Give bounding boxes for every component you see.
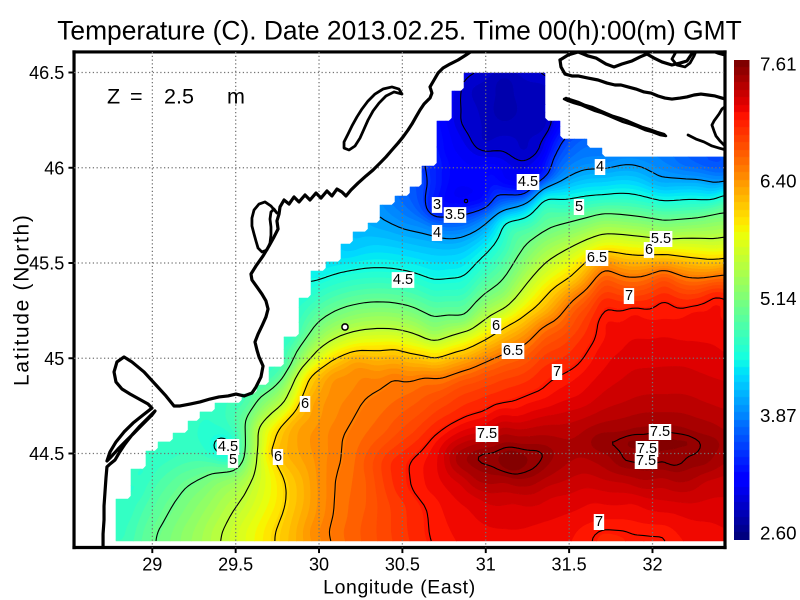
svg-text:6: 6 bbox=[645, 242, 653, 258]
svg-text:6.5: 6.5 bbox=[587, 250, 607, 266]
svg-text:3.87: 3.87 bbox=[760, 405, 797, 426]
svg-text:5: 5 bbox=[229, 452, 237, 468]
svg-text:Latitude (North): Latitude (North) bbox=[11, 214, 34, 387]
svg-text:31: 31 bbox=[476, 554, 496, 574]
svg-text:7.5: 7.5 bbox=[477, 426, 497, 442]
svg-text:7.5: 7.5 bbox=[637, 441, 657, 457]
svg-text:Temperature (C). Date 2013.02.: Temperature (C). Date 2013.02.25. Time 0… bbox=[57, 16, 742, 46]
svg-text:46.5: 46.5 bbox=[29, 63, 64, 83]
svg-text:46: 46 bbox=[44, 158, 64, 178]
svg-text:6: 6 bbox=[492, 318, 500, 334]
svg-text:7.61: 7.61 bbox=[760, 53, 797, 74]
svg-text:4.5: 4.5 bbox=[518, 174, 538, 190]
svg-text:29.5: 29.5 bbox=[218, 554, 253, 574]
svg-text:7.5: 7.5 bbox=[636, 453, 656, 469]
svg-text:6.40: 6.40 bbox=[760, 171, 797, 192]
svg-text:7: 7 bbox=[625, 288, 633, 304]
svg-text:7: 7 bbox=[553, 364, 561, 380]
svg-text:4: 4 bbox=[596, 159, 604, 175]
svg-text:6: 6 bbox=[274, 449, 282, 465]
svg-text:2.5: 2.5 bbox=[164, 85, 194, 109]
svg-text:7: 7 bbox=[595, 514, 603, 530]
svg-text:4.5: 4.5 bbox=[393, 272, 413, 288]
svg-text:45.5: 45.5 bbox=[29, 254, 64, 274]
svg-text:45: 45 bbox=[44, 349, 64, 369]
svg-text:5.5: 5.5 bbox=[651, 231, 671, 247]
svg-text:2.60: 2.60 bbox=[760, 522, 797, 543]
svg-text:5.14: 5.14 bbox=[760, 288, 797, 309]
svg-text:Longitude (East): Longitude (East) bbox=[323, 577, 476, 599]
svg-text:29: 29 bbox=[142, 554, 162, 574]
svg-text:3.5: 3.5 bbox=[445, 207, 465, 223]
svg-text:6: 6 bbox=[301, 396, 309, 412]
svg-text:3: 3 bbox=[433, 197, 441, 213]
svg-text:=: = bbox=[130, 85, 143, 109]
svg-text:Z: Z bbox=[107, 85, 120, 109]
svg-text:m: m bbox=[227, 85, 245, 109]
svg-text:4.5: 4.5 bbox=[218, 439, 238, 455]
svg-text:32: 32 bbox=[642, 554, 662, 574]
svg-text:7.5: 7.5 bbox=[650, 424, 670, 440]
svg-text:44.5: 44.5 bbox=[29, 444, 64, 464]
svg-text:6.5: 6.5 bbox=[503, 343, 523, 359]
svg-text:4: 4 bbox=[433, 225, 441, 241]
svg-text:31.5: 31.5 bbox=[552, 554, 587, 574]
svg-text:30.5: 30.5 bbox=[385, 554, 420, 574]
svg-text:30: 30 bbox=[309, 554, 329, 574]
svg-text:5: 5 bbox=[575, 199, 583, 215]
